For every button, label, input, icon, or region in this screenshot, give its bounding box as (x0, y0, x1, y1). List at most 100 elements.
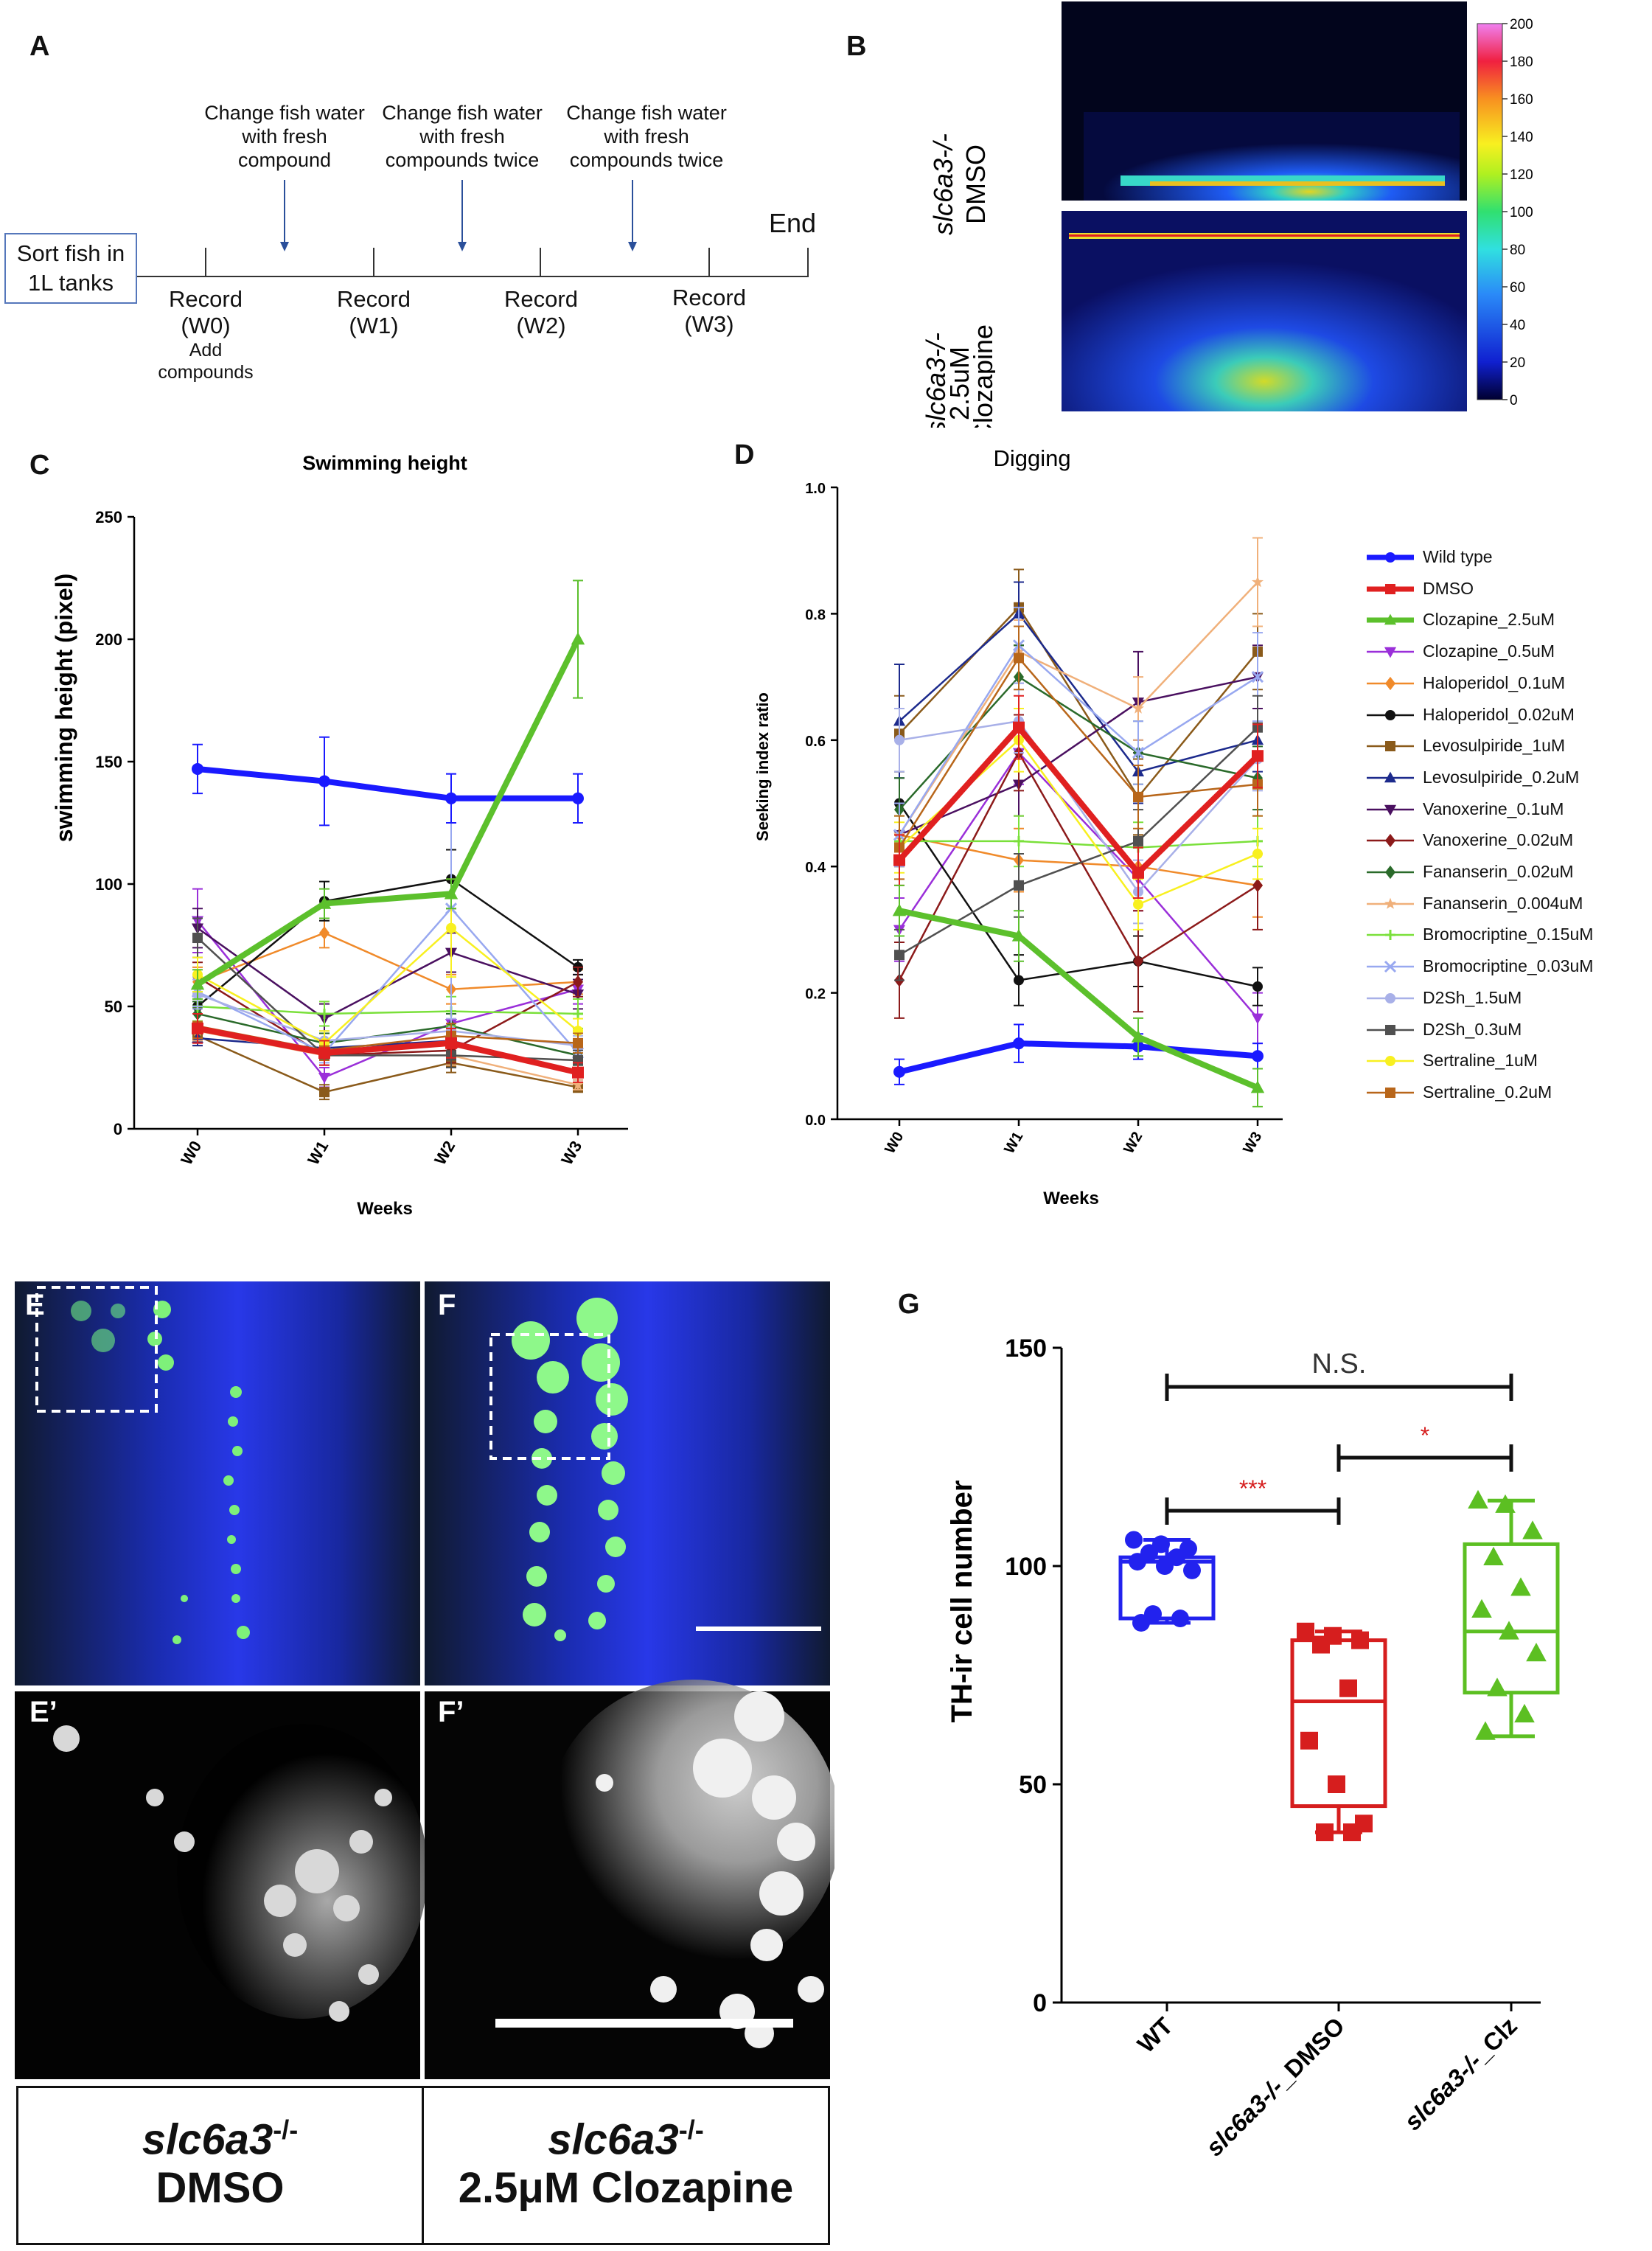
data-point (1252, 878, 1263, 893)
caption-dmso-treatment: DMSO (156, 2164, 285, 2213)
data-point (572, 1078, 584, 1090)
th-cell-boxplot: TH-ir cell number 0 50 100 150 WT slc6a3-/-_D… (946, 1335, 1560, 2161)
box-3 (1463, 1489, 1560, 1740)
legend-label: Vanoxerine_0.02uM (1423, 830, 1574, 850)
data-point (572, 792, 584, 804)
panel-label-e-prime: E’ (29, 1696, 57, 1728)
data-point (573, 1008, 583, 1019)
legend-label: Levosulpiride_0.2uM (1423, 767, 1580, 787)
data-point (1133, 791, 1143, 802)
series-line (197, 765, 578, 801)
series-line (197, 878, 579, 1007)
digging-chart: Digging Seeking index ratio Weeks 0.0 0.2… (753, 445, 1283, 1208)
series-line (899, 726, 1258, 956)
significance-label: *** (1239, 1475, 1266, 1502)
legend-swatch (1367, 930, 1414, 941)
series-clozapine-2-5um (190, 580, 585, 1001)
box-1 (1118, 1531, 1216, 1632)
legend-swatch (1367, 583, 1414, 594)
data-point (1475, 1721, 1496, 1740)
series-wild-type (893, 1023, 1264, 1085)
x-tick-label: W1 (1001, 1130, 1026, 1157)
data-point (1250, 1080, 1265, 1093)
legend-swatch (1367, 1056, 1414, 1067)
data-point (1251, 1013, 1264, 1025)
data-point (1510, 1577, 1531, 1596)
data-point (318, 775, 330, 787)
timeline-record-w0: Record (W0) Add compounds (139, 286, 272, 383)
series-line (898, 751, 1258, 1019)
y-tick-label: 150 (95, 753, 122, 771)
heatmap-row-labels: slc6a3-/- DMSO slc6a3-/- 2.5uM Clozapine (921, 133, 995, 428)
series-clozapine-2-5um (892, 884, 1265, 1107)
series-line (195, 638, 581, 987)
data-point (1251, 671, 1264, 683)
series-line (197, 907, 579, 1054)
legend-swatch (1367, 1024, 1414, 1035)
series-line (197, 1005, 579, 1015)
data-point (894, 734, 905, 745)
series-line (197, 920, 579, 1079)
timeline-end: End (769, 208, 817, 238)
legend-swatch (1367, 552, 1414, 563)
data-point (1183, 1561, 1201, 1579)
data-point (190, 977, 205, 990)
swimming-height-chart: Swimming height swimming height (pixel) … (51, 452, 628, 1219)
series-dmso (192, 1012, 584, 1083)
data-point (445, 792, 457, 804)
legend-label: Vanoxerine_0.1uM (1423, 799, 1564, 818)
data-point (1013, 1037, 1025, 1050)
legend-label: DMSO (1423, 578, 1474, 598)
significance-label: * (1421, 1422, 1429, 1449)
legend-swatch (1367, 676, 1414, 690)
series-line (899, 605, 1258, 799)
series-wild-type (192, 736, 584, 827)
legend-label: Sertraline_1uM (1423, 1051, 1538, 1071)
panel-label-a: A (29, 31, 50, 62)
data-point (571, 632, 585, 645)
data-point (1252, 1050, 1264, 1062)
data-point (893, 854, 905, 866)
data-point (1343, 1823, 1361, 1842)
data-point (445, 1037, 457, 1049)
data-point (1125, 1531, 1143, 1549)
data-point (1014, 880, 1024, 891)
series-bromocriptine-0-03um (893, 606, 1264, 868)
data-point (1300, 1731, 1318, 1750)
data-point (1252, 750, 1264, 762)
data-point (1499, 1621, 1519, 1640)
x-tick-label: W0 (177, 1138, 205, 1168)
timeline-record-w2: Record (W2) (475, 286, 607, 339)
record-label: Record (169, 286, 243, 312)
colorbar-tick-label: 120 (1510, 167, 1533, 183)
y-tick-label: 200 (95, 630, 122, 649)
legend-label: Fananserin_0.02uM (1423, 862, 1574, 881)
caption-clozapine: slc6a3-/- 2.5μM Clozapine (422, 2086, 830, 2245)
data-point (892, 903, 907, 916)
series-vanoxerine-0-1um (191, 908, 585, 1034)
y-tick-label: 100 (95, 875, 122, 894)
heatmap-row1-line2: DMSO (961, 145, 991, 224)
legend-marker (1385, 676, 1395, 690)
microscopy-images (15, 1281, 834, 2079)
panel-label-d: D (734, 439, 755, 470)
series-line (898, 802, 1258, 988)
data-point (1495, 1494, 1516, 1513)
legend-label: D2Sh_0.3uM (1423, 1019, 1522, 1039)
legend-marker (1384, 961, 1397, 973)
y-tick-label: 250 (95, 508, 122, 526)
legend-label: Clozapine_2.5uM (1423, 610, 1555, 630)
data-point (1252, 576, 1264, 588)
series-line (197, 927, 579, 1045)
legend-marker (1385, 583, 1395, 594)
data-point (1339, 1679, 1357, 1697)
heatmap-images (1062, 1, 1467, 411)
panel-e-image (15, 1281, 420, 1685)
data-point (192, 933, 203, 944)
colorbar-tick-label: 60 (1510, 280, 1525, 296)
legend-marker (1385, 1024, 1395, 1035)
legend-label: Haloperidol_0.02uM (1423, 704, 1575, 724)
record-week: (W2) (516, 313, 566, 338)
legend-marker (1385, 1087, 1395, 1098)
legend-marker (1385, 552, 1395, 563)
